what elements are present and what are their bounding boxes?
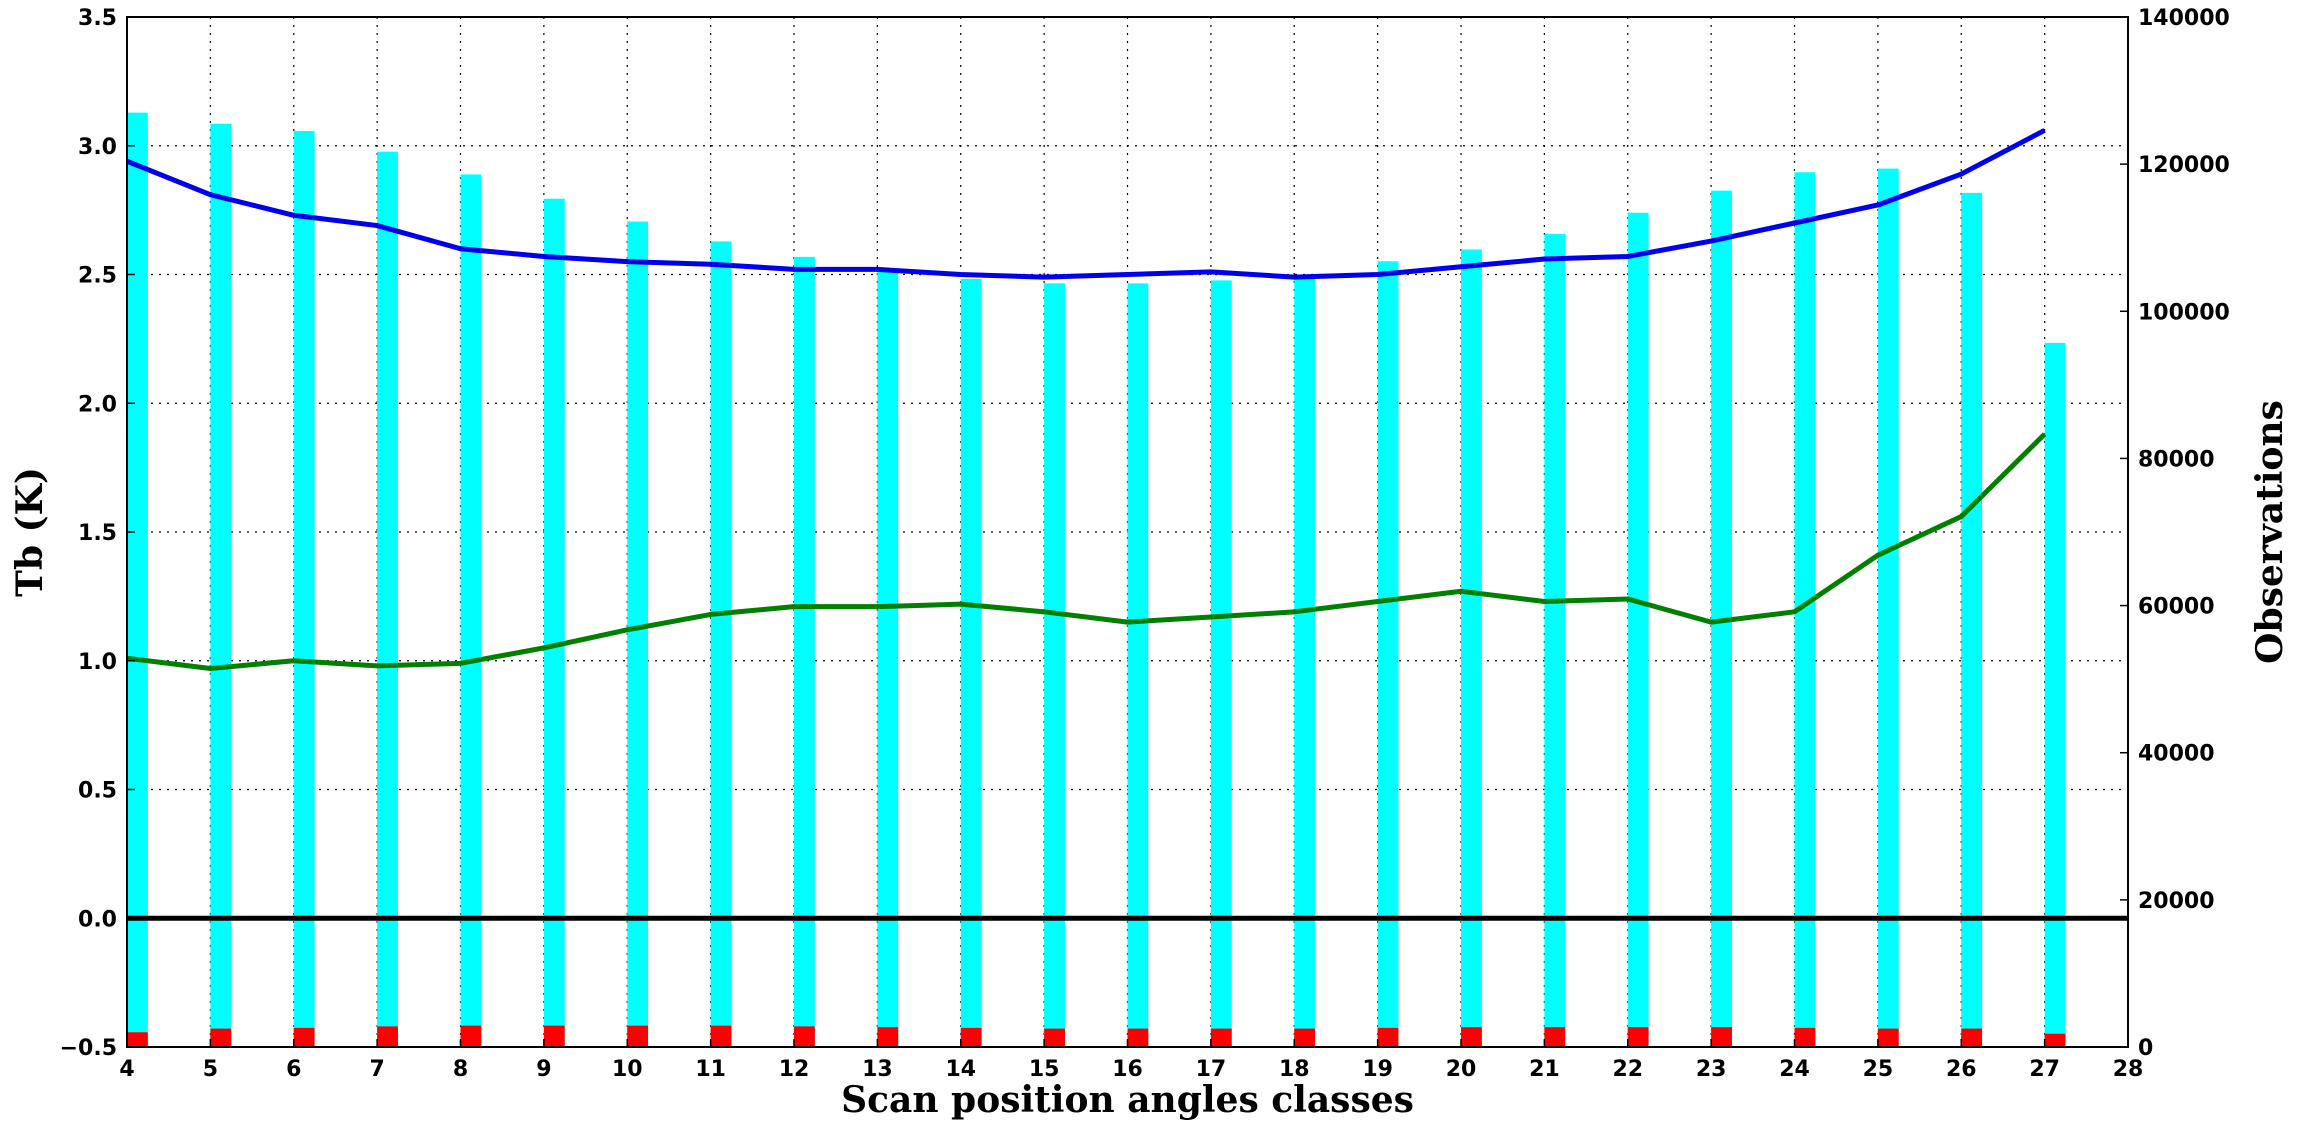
- y-tick-label-right: 0: [2138, 1036, 2153, 1061]
- y-tick-label-left: 2.0: [78, 392, 117, 417]
- red-bar: [377, 1026, 398, 1047]
- observations-bar: [1127, 283, 1149, 1047]
- y-tick-label-left: 1.5: [78, 521, 117, 546]
- x-tick-label: 16: [1112, 1057, 1143, 1082]
- red-bar: [1377, 1027, 1399, 1047]
- observations-bar: [627, 221, 649, 1047]
- x-tick-label: 8: [453, 1057, 468, 1082]
- red-bar: [1044, 1028, 1065, 1047]
- observations-bar: [127, 112, 148, 1047]
- observations-bar: [1461, 249, 1482, 1047]
- red-bar: [210, 1028, 232, 1047]
- red-bar: [2044, 1033, 2066, 1047]
- x-tick-label: 15: [1029, 1057, 1060, 1082]
- x-tick-label: 19: [1362, 1057, 1393, 1082]
- red-bar: [1294, 1028, 1316, 1047]
- observations-bar: [1627, 212, 1649, 1047]
- observations-bar: [710, 241, 732, 1048]
- y-tick-label-left: −0.5: [60, 1036, 117, 1061]
- x-tick-label: 28: [2113, 1057, 2144, 1082]
- red-bar: [1127, 1028, 1149, 1047]
- y-tick-label-right: 40000: [2138, 742, 2215, 767]
- x-tick-label: 26: [1946, 1057, 1977, 1082]
- observations-bar: [210, 123, 232, 1047]
- observations-bar: [1377, 261, 1399, 1047]
- observations-bar: [1794, 172, 1816, 1047]
- bars: [127, 112, 2066, 1048]
- observations-bar: [1877, 168, 1899, 1048]
- x-tick-label: 27: [2029, 1057, 2060, 1082]
- observations-bar: [1961, 192, 1983, 1048]
- x-tick-label: 20: [1446, 1057, 1477, 1082]
- x-tick-label: 14: [945, 1057, 976, 1082]
- blue-series-line: [126, 128, 2046, 280]
- x-tick-label: 4: [119, 1057, 134, 1082]
- red-bar: [1711, 1027, 1732, 1047]
- red-bar: [877, 1027, 899, 1047]
- observations-bar: [794, 256, 815, 1047]
- y-tick-label-right: 60000: [2138, 595, 2215, 620]
- x-tick-label: 7: [369, 1057, 384, 1082]
- y-tick-label-left: 3.5: [78, 6, 117, 31]
- x-tick-label: 25: [1863, 1057, 1894, 1082]
- series-lines: [126, 128, 2128, 921]
- y-axis-title-left: Tb (K): [9, 467, 51, 597]
- red-bar: [460, 1025, 482, 1047]
- x-tick-label: 22: [1612, 1057, 1643, 1082]
- x-tick-label: 5: [203, 1057, 218, 1082]
- x-tick-label: 23: [1696, 1057, 1727, 1082]
- red-bar: [1210, 1028, 1232, 1047]
- y-tick-label-left: 3.0: [78, 135, 117, 160]
- x-tick-label: 21: [1529, 1057, 1560, 1082]
- red-bar: [1461, 1027, 1482, 1047]
- y-tick-label-left: 0.0: [78, 907, 117, 932]
- x-tick-label: 10: [612, 1057, 643, 1082]
- x-tick-label: 6: [286, 1057, 301, 1082]
- green-series-line: [126, 432, 2047, 671]
- red-bar: [794, 1026, 815, 1047]
- observations-bar: [1544, 234, 1566, 1048]
- observations-bar: [2044, 342, 2066, 1048]
- red-bar: [627, 1025, 649, 1047]
- x-tick-label: 17: [1196, 1057, 1227, 1082]
- y-tick-label-left: 0.5: [78, 779, 117, 804]
- observations-bar: [460, 174, 482, 1047]
- red-bar: [1794, 1027, 1816, 1047]
- x-tick-label: 9: [536, 1057, 551, 1082]
- x-axis-title: Scan position angles classes: [841, 1079, 1414, 1121]
- observations-bar: [293, 131, 315, 1048]
- red-bar: [1877, 1028, 1899, 1047]
- y-axis-title-right: Observations: [2249, 400, 2291, 664]
- y-tick-label-right: 100000: [2138, 300, 2230, 325]
- y-tick-label-right: 20000: [2138, 889, 2215, 914]
- observations-bar: [877, 269, 899, 1048]
- red-bar: [293, 1027, 315, 1047]
- x-tick-label: 18: [1279, 1057, 1310, 1082]
- ticks: 4 5 6 7 8 9 10 11 12 13 14 15 16 17 18 19 20 21 22 23 24 25 26…: [60, 6, 2230, 1082]
- y-tick-label-left: 2.5: [78, 264, 117, 289]
- red-bar: [1627, 1027, 1649, 1047]
- x-tick-label: 12: [779, 1057, 810, 1082]
- red-bar: [1961, 1028, 1983, 1047]
- red-bar: [127, 1032, 148, 1047]
- observations-bar: [960, 278, 982, 1047]
- observations-bar: [377, 151, 398, 1047]
- observations-bar: [1294, 277, 1316, 1047]
- observations-bar: [1044, 283, 1065, 1047]
- y-tick-label-right: 120000: [2138, 153, 2230, 178]
- x-tick-label: 11: [695, 1057, 726, 1082]
- red-bar: [710, 1025, 732, 1047]
- observations-bar: [543, 198, 565, 1047]
- red-bar: [543, 1025, 565, 1047]
- observations-bar: [1210, 280, 1232, 1047]
- x-tick-label: 24: [1779, 1057, 1810, 1082]
- y-tick-label-right: 80000: [2138, 447, 2215, 472]
- y-tick-label-left: 1.0: [78, 650, 117, 675]
- red-bar: [1544, 1027, 1566, 1047]
- y-tick-label-right: 140000: [2138, 6, 2230, 31]
- red-bar: [960, 1027, 982, 1047]
- x-tick-label: 13: [862, 1057, 893, 1082]
